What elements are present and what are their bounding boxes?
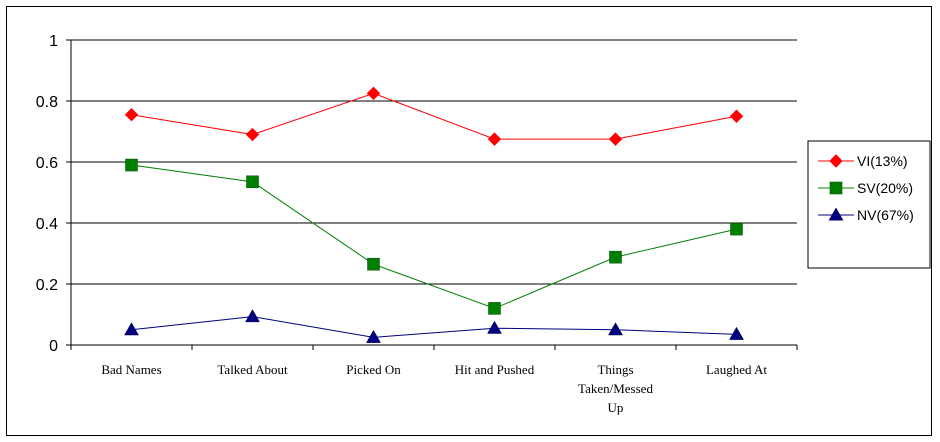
y-tick-label: 0.8: [36, 94, 58, 111]
series-1-point: [729, 109, 744, 123]
legend-swatch-marker: [829, 154, 843, 168]
series-2-point: [367, 257, 380, 271]
y-tick-label: 0.4: [36, 216, 58, 233]
series-3-point: [487, 320, 502, 334]
series-3-point: [245, 309, 260, 323]
x-tick-label: Hit and Pushed: [455, 362, 535, 377]
legend-swatch-marker: [828, 207, 844, 221]
y-tick-label: 0.2: [36, 277, 58, 294]
series-1-point: [245, 127, 260, 142]
series-2-point: [488, 302, 501, 315]
legend-box: [807, 140, 931, 269]
series-1-point: [608, 132, 623, 146]
legend-label: NV(67%): [857, 207, 914, 223]
legend-label: VI(13%): [857, 153, 908, 169]
legend-swatch-marker: [829, 181, 843, 195]
x-tick-label: Picked On: [346, 362, 401, 377]
y-tick-label: 0.6: [36, 155, 58, 172]
series-2-point: [246, 175, 259, 189]
legend-label: SV(20%): [857, 180, 913, 196]
y-tick-label: 1: [49, 33, 58, 50]
y-tick-label: 0: [49, 338, 58, 355]
series-1-line: [131, 92, 737, 140]
series-2-point: [730, 222, 743, 236]
series-3-point: [366, 329, 381, 343]
series-3-line: [131, 316, 737, 338]
series-2-point: [125, 158, 138, 172]
chart-frame: [6, 6, 932, 436]
series-1-point: [124, 108, 139, 122]
series-3-point: [608, 322, 623, 336]
series-1-point: [366, 86, 381, 101]
series-2-point: [609, 250, 622, 264]
series-1-point: [487, 132, 502, 146]
x-tick-label: Laughed At: [706, 362, 767, 377]
x-tick-label: Bad Names: [101, 362, 161, 377]
x-tick-label: Things Taken/Messed Up: [578, 362, 653, 415]
series-2-line: [131, 164, 737, 309]
series-3-point: [124, 322, 139, 336]
series-3-point: [729, 326, 744, 340]
x-tick-label: Talked About: [217, 362, 288, 377]
